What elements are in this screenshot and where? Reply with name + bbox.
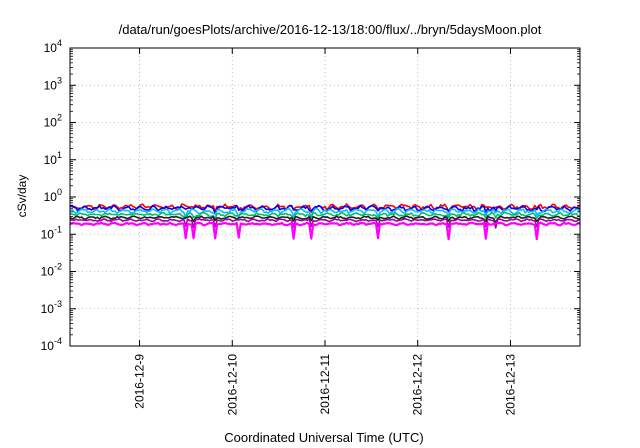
y-tick-base: 10 <box>44 41 58 55</box>
y-tick-exponent: 1 <box>57 150 62 160</box>
y-tick-label: 102 <box>44 113 62 130</box>
y-tick-base: 10 <box>44 190 58 204</box>
y-tick-label: 104 <box>44 38 62 55</box>
y-tick-exponent: 3 <box>57 75 62 85</box>
series-line <box>69 215 581 224</box>
y-tick-exponent: -3 <box>54 299 62 309</box>
y-tick-base: 10 <box>41 227 55 241</box>
y-tick-base: 10 <box>41 265 55 279</box>
series-line <box>69 221 581 241</box>
y-tick-label: 100 <box>44 187 62 204</box>
x-axis-label: Coordinated Universal Time (UTC) <box>224 430 423 445</box>
x-tick-label: 2016-12-13 <box>503 354 517 416</box>
y-tick-exponent: 4 <box>57 38 62 48</box>
y-tick-label: 101 <box>44 150 62 167</box>
y-tick-label: 10-1 <box>41 224 62 241</box>
y-tick-base: 10 <box>41 302 55 316</box>
x-tick-label: 2016-12-11 <box>318 354 332 415</box>
y-tick-exponent: 0 <box>57 187 62 197</box>
y-tick-exponent: -1 <box>54 224 62 234</box>
series-line <box>69 207 581 218</box>
y-tick-base: 10 <box>44 153 58 167</box>
y-tick-label: 10-2 <box>41 262 62 279</box>
series-layer <box>69 203 581 241</box>
x-tick-label: 2016-12-10 <box>225 354 239 416</box>
y-tick-exponent: -4 <box>54 336 62 346</box>
y-tick-base: 10 <box>44 116 58 130</box>
y-tick-exponent: -2 <box>54 262 62 272</box>
chart-title: /data/run/goesPlots/archive/2016-12-13/1… <box>119 22 542 37</box>
ticks: 10410310210110010-110-210-310-42016-12-9… <box>41 38 580 415</box>
y-tick-base: 10 <box>44 78 58 92</box>
series-line <box>69 211 581 220</box>
y-tick-label: 103 <box>44 75 62 92</box>
plot-frame <box>69 47 581 347</box>
y-tick-label: 10-3 <box>41 299 62 316</box>
y-tick-label: 10-4 <box>41 336 62 353</box>
grid <box>70 48 580 346</box>
y-tick-exponent: 2 <box>57 113 62 123</box>
x-tick-label: 2016-12-12 <box>411 354 425 416</box>
x-tick-label: 2016-12-9 <box>133 354 147 409</box>
y-tick-base: 10 <box>41 339 55 353</box>
series-line <box>69 218 581 229</box>
y-axis-label: cSv/day <box>15 175 29 218</box>
series-line <box>69 203 581 213</box>
